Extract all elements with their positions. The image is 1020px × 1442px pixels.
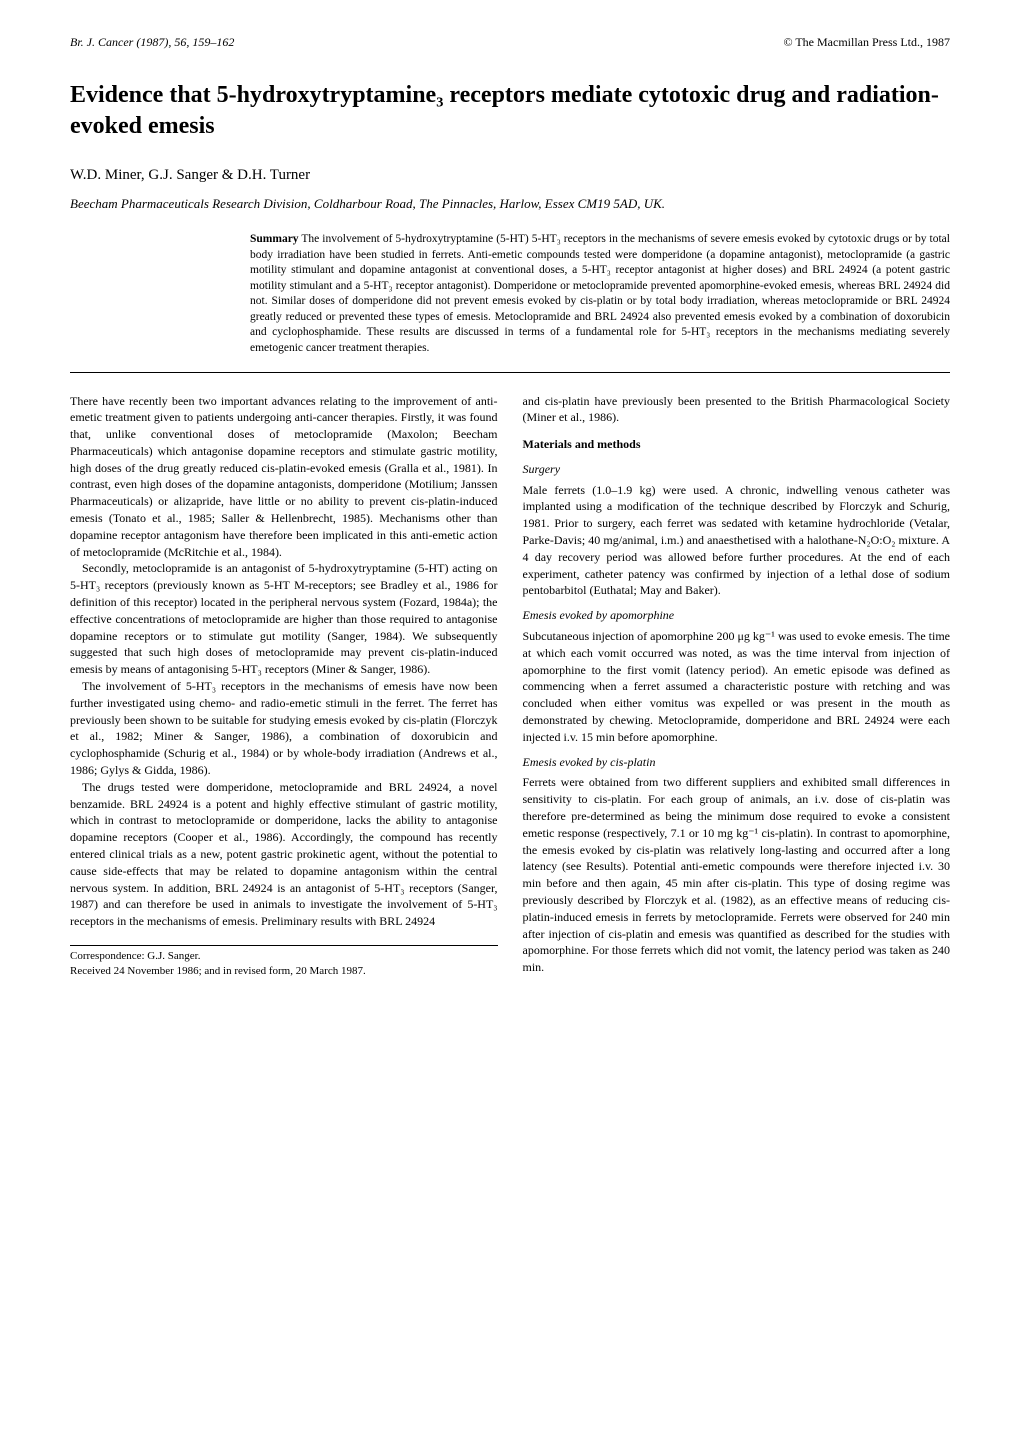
summary-label: Summary	[250, 233, 299, 245]
materials-heading: Materials and methods	[523, 436, 951, 453]
apomorphine-text: Subcutaneous injection of apomorphine 20…	[523, 628, 951, 746]
publisher-info: © The Macmillan Press Ltd., 1987	[783, 35, 950, 50]
body-columns: There have recently been two important a…	[70, 393, 950, 980]
apomorphine-heading: Emesis evoked by apomorphine	[523, 607, 951, 624]
journal-citation: Br. J. Cancer (1987), 56, 159–162	[70, 35, 234, 50]
intro-p3: The involvement of 5-HT₃ receptors in th…	[70, 678, 498, 779]
cisplatin-heading: Emesis evoked by cis-platin	[523, 754, 951, 771]
affiliation: Beecham Pharmaceuticals Research Divisio…	[70, 196, 950, 212]
surgery-text: Male ferrets (1.0–1.9 kg) were used. A c…	[523, 482, 951, 600]
received-line: Received 24 November 1986; and in revise…	[70, 964, 498, 979]
surgery-heading: Surgery	[523, 461, 951, 478]
left-column: There have recently been two important a…	[70, 393, 498, 980]
correspondence-line: Correspondence: G.J. Sanger.	[70, 949, 498, 964]
correspondence-block: Correspondence: G.J. Sanger. Received 24…	[70, 945, 498, 980]
cisplatin-text: Ferrets were obtained from two different…	[523, 774, 951, 976]
intro-p2: Secondly, metoclopramide is an antagonis…	[70, 560, 498, 678]
intro-p1: There have recently been two important a…	[70, 393, 498, 561]
intro-p4: The drugs tested were domperidone, metoc…	[70, 779, 498, 930]
right-column: and cis-platin have previously been pres…	[523, 393, 951, 980]
divider-line	[70, 372, 950, 373]
summary-text: The involvement of 5-hydroxytryptamine (…	[250, 233, 950, 354]
continuation-p1: and cis-platin have previously been pres…	[523, 393, 951, 427]
summary-block: Summary The involvement of 5-hydroxytryp…	[250, 232, 950, 356]
journal-header: Br. J. Cancer (1987), 56, 159–162 © The …	[70, 35, 950, 50]
authors: W.D. Miner, G.J. Sanger & D.H. Turner	[70, 167, 950, 184]
article-title: Evidence that 5-hydroxytryptamine₃ recep…	[70, 80, 950, 142]
